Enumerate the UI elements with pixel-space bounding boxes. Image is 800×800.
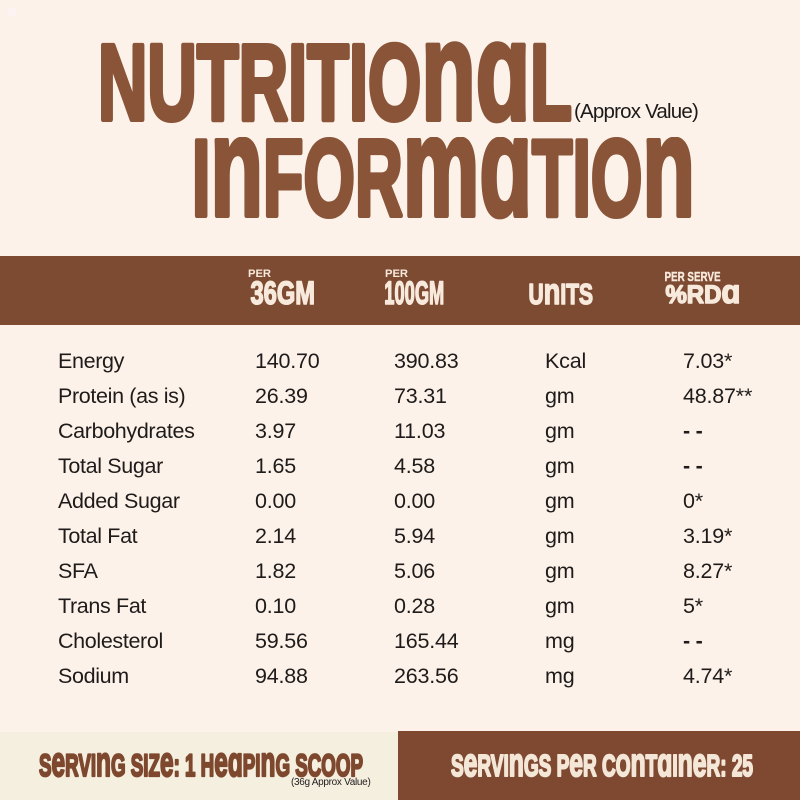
svg-text:NUTRITIOnɑL: NUTRITIOnɑL [98, 41, 572, 127]
svg-text:UnITS: UnITS [529, 271, 594, 312]
svg-text:PER SERVE: PER SERVE [665, 270, 721, 284]
svg-text:SeRVInGS PeR COnTɑIneR: 25: SeRVInGS PeR COnTɑIneR: 25 [451, 741, 753, 785]
svg-text:PER: PER [385, 268, 408, 280]
svg-text:PER: PER [248, 268, 271, 280]
svg-text:36GM: 36GM [251, 275, 316, 311]
svg-text:100GM: 100GM [384, 275, 444, 311]
svg-text:InFORmɑTIOn: InFORmɑTIOn [192, 137, 695, 223]
